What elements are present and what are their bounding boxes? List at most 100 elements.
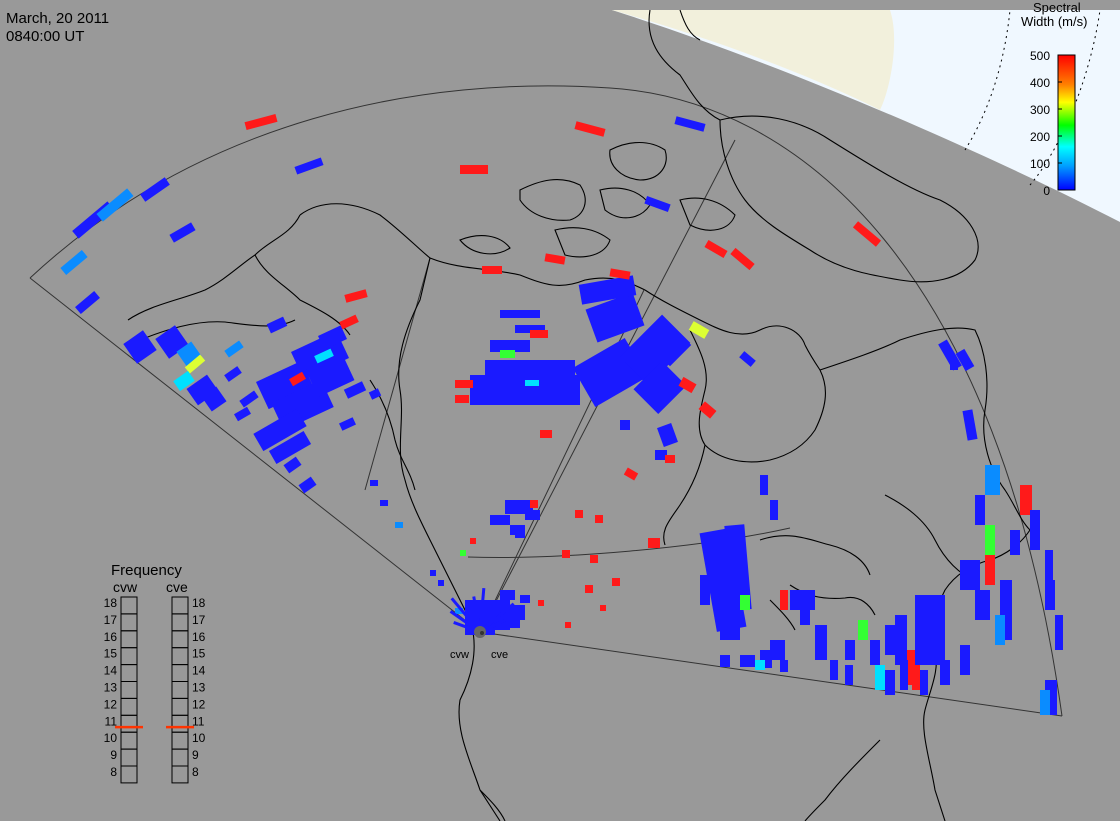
scatter-cell <box>740 595 750 610</box>
scatter-cell <box>1030 510 1040 550</box>
scatter-cell <box>140 177 170 202</box>
frequency-cell-cvw <box>120 664 138 682</box>
scatter-cell <box>224 366 242 382</box>
scatter-cell <box>644 195 671 213</box>
scatter-cell <box>800 600 810 625</box>
scatter-cell <box>760 475 768 495</box>
frequency-cell-cvw <box>120 748 138 767</box>
scatter-cell <box>595 515 603 523</box>
frequency-tick-label: 16 <box>192 630 206 644</box>
scatter-cell <box>283 456 302 474</box>
radar-site-marker <box>474 626 486 638</box>
scatter-cell <box>720 620 740 640</box>
scatter-cell <box>485 360 575 378</box>
scatter-cell <box>169 222 196 243</box>
frequency-cell-cve <box>171 630 189 649</box>
frequency-tick-label: 11 <box>105 714 118 728</box>
scatter-cell <box>253 408 307 452</box>
scatter-cell <box>1010 530 1020 555</box>
frequency-tick-label: 13 <box>104 681 118 695</box>
scatter-cell <box>470 375 580 405</box>
frequency-panel: Frequency cvw cve 1817161514131211109818… <box>104 562 206 784</box>
frequency-tick-label: 18 <box>104 596 118 610</box>
scatter-cell <box>184 354 206 374</box>
scatter-cell <box>395 522 403 528</box>
scatter-cell <box>530 330 548 338</box>
scatter-cell <box>544 253 566 265</box>
scatter-cell <box>770 500 778 520</box>
frequency-tick-label: 11 <box>192 714 205 728</box>
scatter-cell <box>370 480 378 486</box>
scatter-cell <box>845 665 853 685</box>
coastlines <box>127 9 1031 821</box>
frequency-label-cve: cve <box>166 579 188 595</box>
frequency-cell-cve <box>171 714 189 733</box>
scatter-cell <box>1040 690 1050 715</box>
scatter-cell <box>975 590 990 620</box>
frequency-title: Frequency <box>111 562 182 579</box>
scatter-cell <box>455 395 469 403</box>
scatter-cell <box>770 640 785 660</box>
scatter-cell <box>173 370 195 392</box>
frequency-tick-label: 16 <box>104 630 118 644</box>
scatter-cell <box>490 515 510 525</box>
scatter-cell <box>96 188 134 222</box>
scatter-cell <box>239 390 259 408</box>
frequency-tick-label: 18 <box>192 596 206 610</box>
scatter-cell <box>600 605 606 611</box>
scatter-cell <box>525 380 539 386</box>
scatter-cell <box>482 266 502 274</box>
scatter-cell <box>562 550 570 558</box>
frequency-cell-cve <box>171 681 189 699</box>
frequency-label-cvw: cvw <box>113 579 138 595</box>
scatter-cell <box>538 600 544 606</box>
colorbar-tick-label: 500 <box>1030 49 1050 63</box>
scatter-cell <box>294 157 324 175</box>
frequency-tick-label: 14 <box>104 664 118 678</box>
scatter-cell <box>585 585 593 593</box>
scatter-cell <box>574 121 606 137</box>
frequency-cell-cve <box>171 731 189 750</box>
scatter-cell <box>186 374 219 406</box>
scatter-cell <box>780 660 788 672</box>
scatter-cell <box>500 310 540 318</box>
frequency-cell-cvw <box>120 647 138 666</box>
scatter-cell <box>339 314 359 330</box>
frequency-cell-cve <box>171 664 189 682</box>
scatter-cell <box>318 325 347 350</box>
scatter-cell <box>368 388 382 400</box>
scatter-cell <box>960 560 980 590</box>
scatter-cell <box>657 423 678 447</box>
scatter-cell <box>655 450 667 460</box>
scatter-cell <box>875 665 885 690</box>
time-label: 0840:00 UT <box>6 28 84 45</box>
scatter-beam <box>479 602 515 634</box>
radar-scatter-layer <box>60 113 1063 715</box>
scatter-cell <box>460 165 488 174</box>
scatter-cell <box>343 381 367 399</box>
colorbar-title-line1: Spectral <box>1033 0 1081 15</box>
scatter-cell <box>985 465 1000 495</box>
frequency-tick-label: 15 <box>104 647 118 661</box>
scatter-cell <box>530 500 538 508</box>
colorbar-tick-label: 200 <box>1030 130 1050 144</box>
scatter-beam <box>478 601 502 633</box>
frequency-cell-cve <box>171 596 189 615</box>
frequency-tick-label: 9 <box>110 748 117 762</box>
scatter-cell <box>244 113 278 131</box>
scatter-beam <box>449 610 481 634</box>
frequency-cell-cvw <box>120 731 138 750</box>
frequency-tick-label: 12 <box>192 697 206 711</box>
scatter-cell <box>665 455 675 463</box>
scatter-cell <box>1055 615 1063 650</box>
scatter-cell <box>852 221 882 247</box>
colorbar-ticks: 500 400 300 200 100 0 <box>1030 49 1062 198</box>
scatter-cell <box>1020 485 1032 515</box>
frequency-cell-cve <box>171 765 189 784</box>
frequency-tick-label: 13 <box>192 681 206 695</box>
scatter-cell <box>995 615 1005 645</box>
scatter-cell <box>698 401 717 419</box>
scatter-cell <box>344 289 368 303</box>
scatter-cell <box>688 321 710 339</box>
